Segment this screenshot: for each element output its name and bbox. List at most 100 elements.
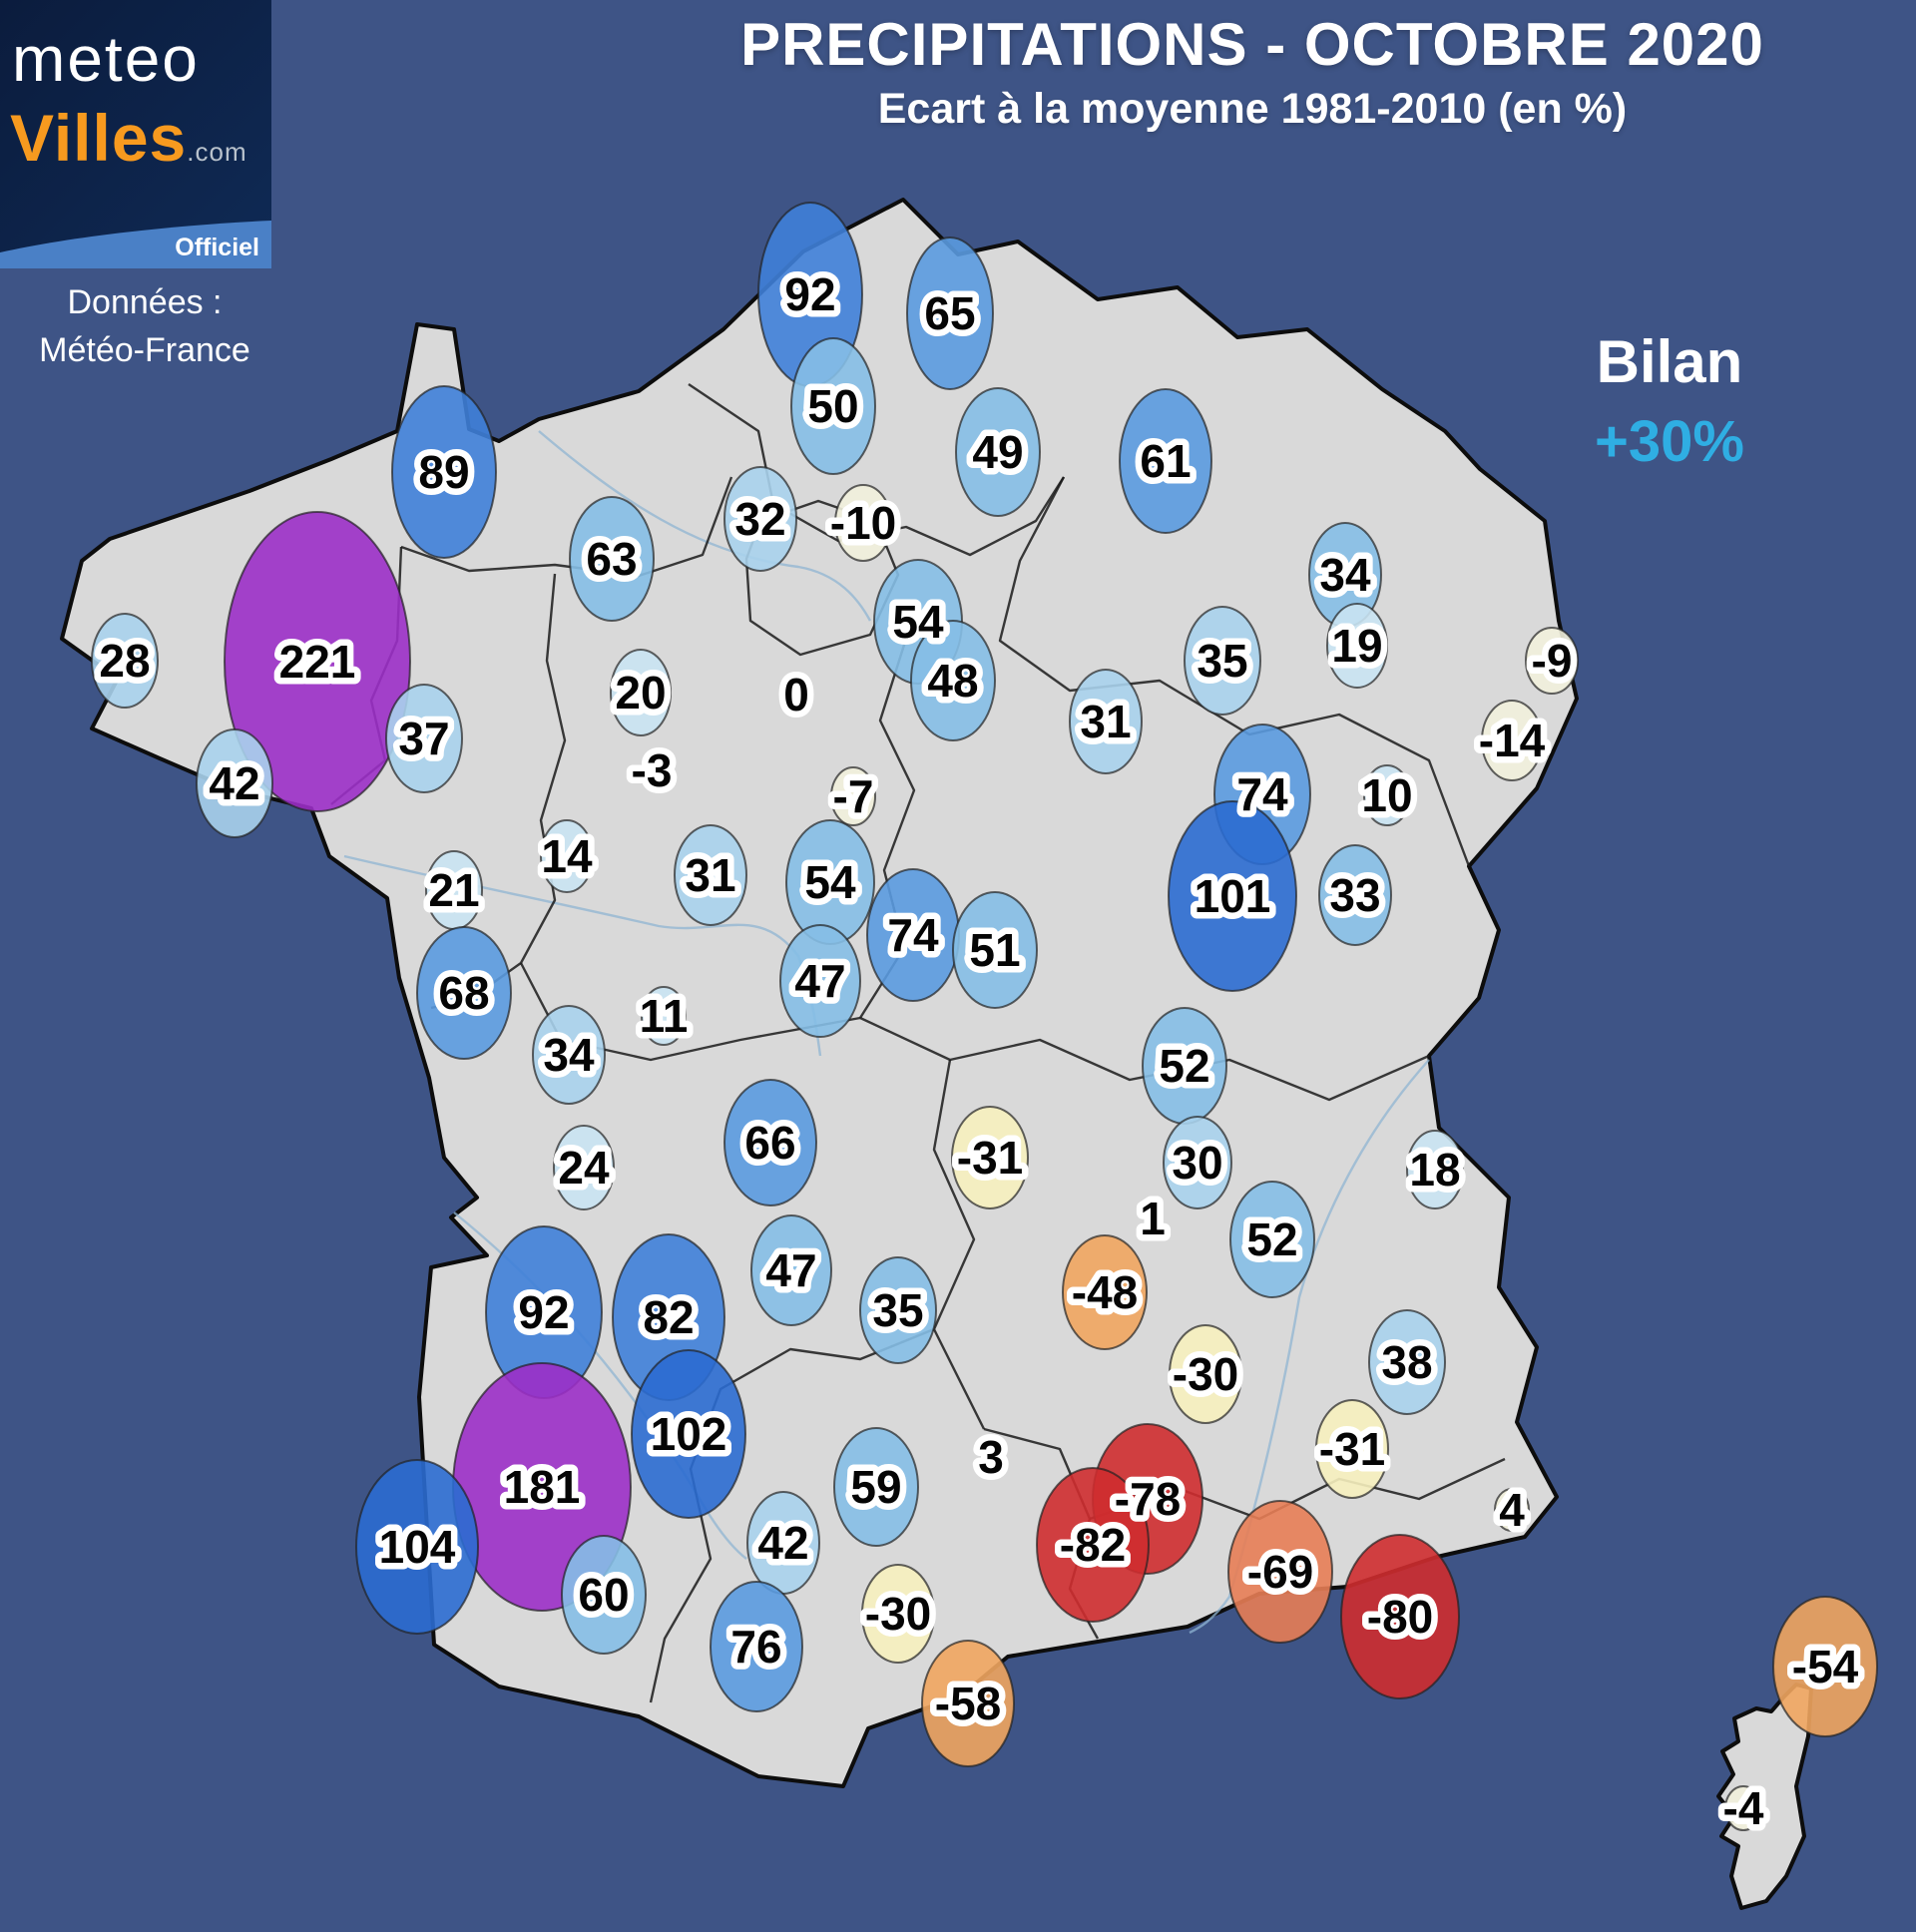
title-block: PRECIPITATIONS - OCTOBRE 2020 Ecart à la… <box>589 10 1916 134</box>
value-label: 14 <box>541 830 593 882</box>
value-bubble <box>385 684 463 793</box>
value-bubble <box>1772 1596 1878 1737</box>
value-label: 60 <box>578 1569 629 1621</box>
value-label: 32 <box>734 493 785 545</box>
source-line2: Météo-France <box>39 330 250 369</box>
value-bubble <box>1363 764 1411 826</box>
value-label: -10 <box>830 497 896 549</box>
value-bubble <box>532 1005 606 1105</box>
value-label: 35 <box>1197 635 1247 687</box>
value-label: -30 <box>1173 1348 1238 1400</box>
value-label: -14 <box>1479 715 1546 766</box>
value-label: 3 <box>978 1431 1004 1483</box>
value-label: -58 <box>935 1678 1001 1729</box>
value-label: -4 <box>1723 1782 1764 1834</box>
value-bubble <box>750 1214 832 1326</box>
value-label: 76 <box>730 1621 781 1673</box>
value-bubble <box>955 387 1041 517</box>
bilan-summary: Bilan +30% <box>1525 327 1814 475</box>
value-bubble <box>1315 1399 1389 1499</box>
value-bubble <box>1119 388 1212 534</box>
value-bubble <box>1318 844 1392 946</box>
value-label: 37 <box>398 713 449 764</box>
value-bubble <box>561 1535 647 1655</box>
value-bubble <box>641 986 687 1046</box>
value-label: 38 <box>1381 1336 1432 1388</box>
value-label: 101 <box>1195 870 1271 922</box>
value-bubble <box>1494 1488 1530 1532</box>
logo-word-meteo: meteo <box>12 23 200 95</box>
value-bubble <box>723 1079 817 1207</box>
value-label: 66 <box>744 1117 795 1169</box>
value-label: 10 <box>1361 769 1412 821</box>
value-bubble <box>834 484 892 562</box>
value-bubble <box>861 1564 935 1664</box>
value-bubble <box>610 649 672 736</box>
value-bubble <box>1184 606 1261 716</box>
value-bubble <box>1481 700 1543 781</box>
value-label: 181 <box>504 1461 581 1513</box>
value-bubbles <box>91 202 1878 1831</box>
value-bubble <box>830 766 876 826</box>
bilan-label: Bilan <box>1596 328 1743 395</box>
value-label: 74 <box>887 909 939 961</box>
logo-suffix-com: .com <box>187 137 247 167</box>
logo-wave-band <box>0 221 271 268</box>
page-title: PRECIPITATIONS - OCTOBRE 2020 <box>740 11 1764 78</box>
value-label: 52 <box>1246 1213 1297 1265</box>
value-label: 59 <box>850 1461 901 1513</box>
value-label: -82 <box>1060 1519 1126 1571</box>
value-label: 30 <box>1172 1137 1222 1189</box>
value-label: -7 <box>833 770 874 822</box>
bilan-value: +30% <box>1595 409 1744 474</box>
value-bubble <box>631 1349 746 1519</box>
value-label: 0 <box>783 669 809 721</box>
value-bubble <box>790 337 876 475</box>
value-label: -31 <box>1319 1423 1385 1475</box>
value-bubble <box>355 1459 479 1635</box>
value-label: 65 <box>924 287 975 339</box>
value-label: 63 <box>586 533 637 585</box>
value-bubble <box>859 1256 937 1364</box>
data-source: Données : Météo-France <box>0 279 289 374</box>
value-bubble <box>1724 1785 1762 1831</box>
value-label: 221 <box>279 636 356 688</box>
value-bubble <box>416 926 512 1060</box>
value-label: 24 <box>558 1142 610 1194</box>
value-bubble <box>1326 603 1388 689</box>
river-rhone <box>1189 1059 1430 1635</box>
value-label: -78 <box>1115 1473 1181 1525</box>
value-label: 52 <box>1159 1040 1209 1092</box>
value-label: 18 <box>1409 1144 1460 1196</box>
value-label: 34 <box>543 1029 595 1081</box>
value-bubble <box>1069 669 1143 774</box>
value-label: 102 <box>651 1408 727 1460</box>
source-line1: Données : <box>67 283 223 321</box>
value-bubble <box>723 466 797 572</box>
value-label: 4 <box>1499 1484 1525 1536</box>
value-bubble <box>1169 1324 1242 1424</box>
value-bubble <box>1227 1500 1333 1644</box>
value-bubble <box>952 891 1038 1009</box>
value-label: 35 <box>872 1284 923 1336</box>
value-label: 48 <box>927 655 978 707</box>
value-label: 61 <box>1140 435 1191 487</box>
value-label: -54 <box>1792 1641 1859 1692</box>
value-label: 89 <box>418 446 469 498</box>
value-label: -69 <box>1247 1546 1313 1598</box>
value-bubble <box>91 613 159 709</box>
value-label: 42 <box>209 757 259 809</box>
logo-word-villes: Villes.com <box>10 101 247 175</box>
value-bubble <box>196 728 273 838</box>
value-label: 31 <box>1080 696 1131 747</box>
value-bubble <box>553 1125 615 1210</box>
value-label: -31 <box>957 1132 1023 1184</box>
value-label: 104 <box>379 1521 456 1573</box>
value-label: 19 <box>1331 620 1382 672</box>
value-bubble <box>910 620 996 741</box>
value-label: 54 <box>892 596 944 648</box>
value-label: 21 <box>428 864 479 916</box>
